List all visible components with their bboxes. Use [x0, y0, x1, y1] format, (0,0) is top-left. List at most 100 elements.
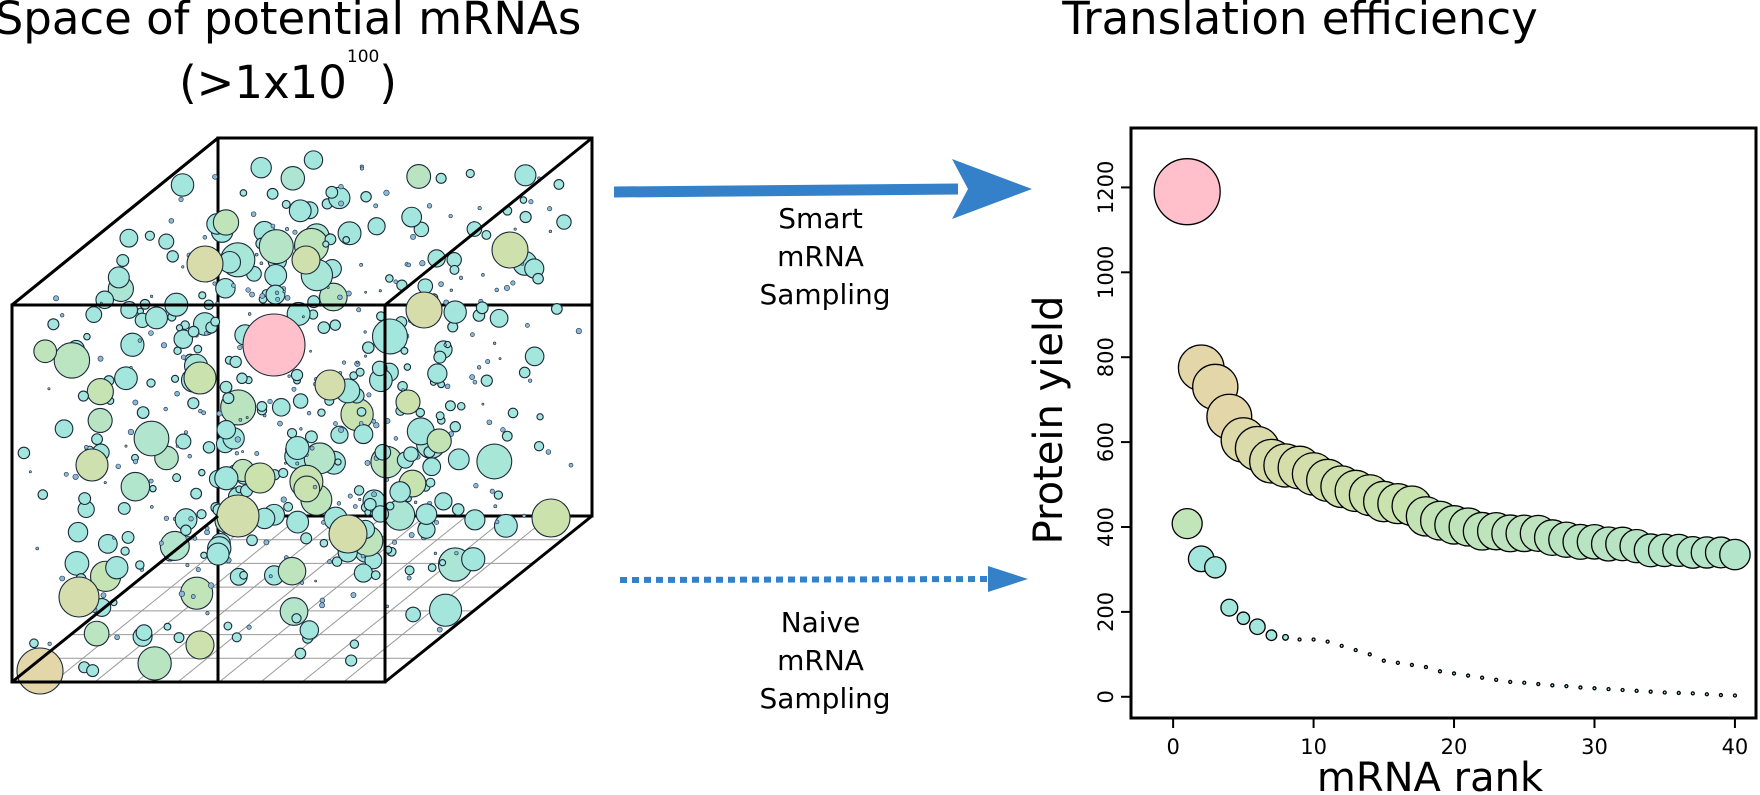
naive-sample-point — [1451, 671, 1457, 676]
x-tick-label: 30 — [1581, 735, 1608, 759]
mrna-bubble — [283, 501, 294, 512]
mrna-bubble — [410, 233, 416, 240]
mrna-bubble — [150, 505, 154, 509]
mrna-bubble — [401, 206, 423, 228]
mrna-bubble — [353, 504, 358, 509]
naive-sample-point — [1648, 689, 1653, 694]
mrna-bubble — [274, 290, 280, 295]
mrna-bubble — [259, 261, 264, 266]
mrna-bubble — [259, 293, 266, 299]
mrna-bubble — [206, 542, 230, 566]
mrna-bubble — [473, 483, 479, 489]
naive-sample-point — [1620, 687, 1625, 693]
mrna-bubble — [163, 406, 168, 412]
smart-sample-point — [1153, 158, 1221, 226]
translation-efficiency-chart: 0 10 20 30 40 0 200 400 600 800 1000 1200 mRNA ran… — [1026, 126, 1758, 795]
mrna-bubble — [392, 539, 398, 545]
mrna-bubble — [133, 420, 170, 457]
plot-frame — [1129, 126, 1758, 720]
mrna-bubble — [183, 430, 188, 435]
mrna-bubble — [246, 624, 252, 630]
naive-sample-point — [1437, 669, 1443, 674]
mrna-bubble — [556, 214, 572, 230]
naive-sample-point — [1249, 618, 1266, 636]
mrna-bubble — [284, 461, 287, 465]
mrna-bubble — [449, 264, 460, 275]
mrna-bubble — [291, 613, 302, 624]
mrna-bubble — [198, 468, 206, 477]
mrna-bubble — [434, 492, 453, 511]
mrna-bubble — [498, 357, 502, 361]
mrna-bubble — [426, 203, 433, 209]
mrna-bubble — [507, 407, 519, 419]
mrna-bubble — [448, 214, 453, 219]
naive-sample-point — [1339, 643, 1344, 648]
mrna-bubble — [524, 346, 545, 367]
mrna-bubble — [466, 221, 483, 237]
mrna-bubble — [334, 458, 342, 466]
left-title-exponent: 100 — [347, 47, 379, 67]
mrna-bubble — [378, 289, 382, 293]
y-tick-label: 0 — [1094, 690, 1118, 703]
mrna-bubble — [91, 433, 103, 446]
mrna-bubble — [241, 450, 245, 454]
mrna-bubble — [148, 330, 154, 336]
mrna-bubble — [172, 473, 182, 483]
mrna-bubble — [545, 449, 552, 455]
mrna-bubble — [358, 421, 364, 426]
naive-sample-point — [1220, 598, 1239, 617]
mrna-bubble — [519, 196, 528, 204]
mrna-bubble — [331, 556, 343, 567]
mrna-bubble — [127, 428, 135, 436]
mrna-bubble — [114, 366, 138, 391]
mrna-bubble — [163, 622, 172, 631]
mrna-bubble — [137, 646, 172, 681]
floor-grid-line — [301, 515, 509, 683]
mrna-bubble — [427, 363, 448, 384]
mrna-bubble — [216, 494, 260, 538]
mrna-bubble — [210, 316, 221, 327]
mrna-bubble — [75, 448, 109, 482]
mrna-bubble — [277, 420, 283, 427]
mrna-bubble — [525, 323, 530, 328]
mrna-bubble — [425, 477, 436, 488]
mrna-bubble — [363, 497, 377, 511]
mrna-bubble — [212, 209, 240, 236]
right-title: Translation efficiency — [1061, 0, 1538, 45]
mrna-bubble — [433, 551, 438, 555]
mrna-bubble — [87, 407, 113, 434]
naive-sample-point — [1732, 693, 1738, 698]
mrna-bubble — [290, 368, 304, 382]
mrna-bubble — [163, 515, 169, 521]
mrna-bubble — [319, 538, 329, 548]
mrna-bubble — [489, 488, 495, 494]
mrna-bubble — [501, 430, 513, 442]
mrna-bubble — [129, 366, 133, 369]
mrna-bubble — [132, 399, 139, 406]
mrna-bubble — [231, 283, 236, 288]
mrna-bubble — [54, 419, 74, 439]
mrna-bubble — [481, 230, 492, 240]
naive-sample-point — [1536, 681, 1541, 687]
naive-sample-point — [1718, 692, 1724, 698]
mrna-bubble — [389, 481, 411, 503]
mrna-bubble — [180, 576, 214, 610]
mrna-bubble — [219, 380, 233, 394]
mrna-bubble — [355, 367, 365, 377]
mrna-bubble — [319, 602, 325, 609]
mrna-bubble — [198, 291, 207, 300]
mrna-bubble — [575, 328, 582, 335]
mrna-bubble — [277, 556, 307, 586]
mrna-bubble — [476, 443, 513, 480]
mrna-bubble — [301, 315, 305, 319]
mrna-bubble — [456, 401, 466, 411]
mrna-bubble — [168, 218, 175, 224]
mrna-bubble — [236, 372, 248, 385]
mrna-bubble — [115, 463, 121, 470]
mrna-bubble — [67, 521, 89, 543]
naive-sample-point — [1381, 658, 1386, 663]
naive-sample-point — [1423, 664, 1429, 670]
mrna-bubble — [427, 563, 437, 572]
mrna-bubble — [306, 410, 312, 416]
naive-sample-point — [1409, 662, 1415, 668]
